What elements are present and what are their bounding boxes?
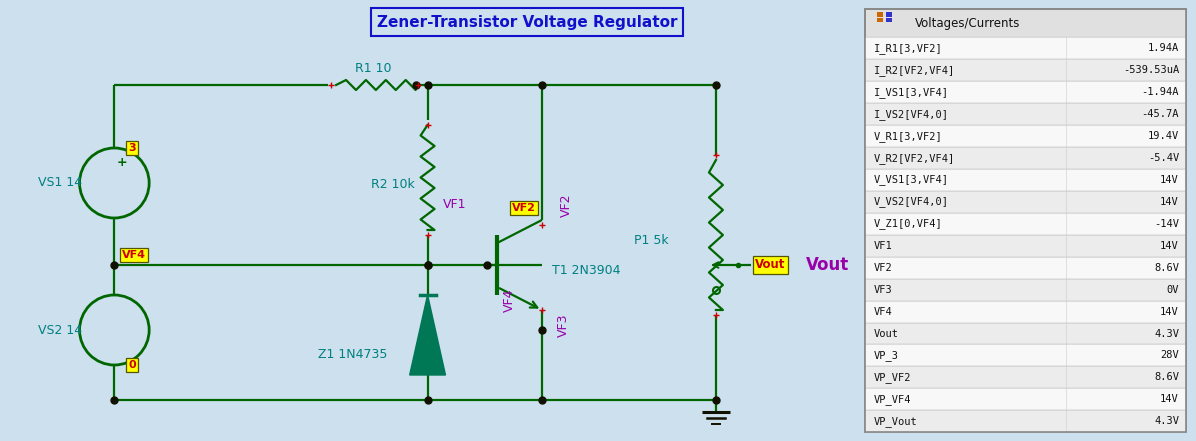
Bar [866,125,1185,147]
Text: VF2: VF2 [560,193,573,217]
Bar [866,81,1185,103]
Bar [866,60,1185,81]
Text: T1 2N3904: T1 2N3904 [551,264,621,277]
Text: 14V: 14V [1160,175,1179,185]
Text: 8.6V: 8.6V [1154,263,1179,273]
Text: VP_Vout: VP_Vout [874,416,917,427]
Text: V_Z1[0,VF4]: V_Z1[0,VF4] [874,218,942,229]
Text: VS1 14: VS1 14 [37,176,81,190]
Text: 3: 3 [128,143,136,153]
Text: 14V: 14V [1160,394,1179,404]
Text: R1 10: R1 10 [355,61,391,75]
Text: VF4: VF4 [502,288,515,312]
Polygon shape [410,295,445,375]
Bar [878,12,884,17]
Text: -1.94A: -1.94A [1141,87,1179,97]
Text: 8.6V: 8.6V [1154,372,1179,382]
Bar [866,366,1185,389]
Text: 14V: 14V [1160,241,1179,251]
Bar [886,12,892,17]
Text: I_VS2[VF4,0]: I_VS2[VF4,0] [874,109,948,120]
Text: Vout: Vout [805,256,849,274]
Text: 0: 0 [128,360,136,370]
Text: 4.3V: 4.3V [1154,416,1179,426]
Text: -539.53uA: -539.53uA [1123,65,1179,75]
Bar [866,235,1185,257]
Bar [866,213,1185,235]
Bar [866,389,1185,410]
Text: -14V: -14V [1154,219,1179,229]
Text: V_R2[VF2,VF4]: V_R2[VF2,VF4] [874,153,956,164]
Bar [866,344,1185,366]
Text: -5.4V: -5.4V [1148,153,1179,163]
Text: 0V: 0V [1166,284,1179,295]
Bar [866,147,1185,169]
Text: R2 10k: R2 10k [371,179,415,191]
Text: Z1 1N4735: Z1 1N4735 [318,348,388,362]
Text: VP_VF2: VP_VF2 [874,372,911,383]
Bar [866,301,1185,322]
Bar [866,257,1185,279]
Text: VP_VF4: VP_VF4 [874,394,911,405]
Bar [866,279,1185,301]
Bar [866,9,1185,37]
Text: I_R1[3,VF2]: I_R1[3,VF2] [874,43,942,54]
Text: P1 5k: P1 5k [634,233,669,247]
Bar [866,103,1185,125]
Text: I_R2[VF2,VF4]: I_R2[VF2,VF4] [874,65,956,76]
Bar [866,410,1185,432]
Text: 1.94A: 1.94A [1148,44,1179,53]
Bar [866,169,1185,191]
Text: Zener-Transistor Voltage Regulator: Zener-Transistor Voltage Regulator [377,15,677,30]
Text: V_VS2[VF4,0]: V_VS2[VF4,0] [874,197,948,207]
Text: VF1: VF1 [874,241,892,251]
Bar [866,191,1185,213]
Text: VF3: VF3 [557,313,570,337]
Text: 4.3V: 4.3V [1154,329,1179,339]
Text: V_VS1[3,VF4]: V_VS1[3,VF4] [874,175,948,186]
Text: Vout: Vout [756,258,786,272]
Text: VF3: VF3 [874,284,892,295]
Text: I_VS1[3,VF4]: I_VS1[3,VF4] [874,87,948,98]
Text: Vout: Vout [874,329,899,339]
Bar [878,18,884,22]
Text: VF4: VF4 [122,250,146,260]
Text: VF4: VF4 [874,306,892,317]
Text: +: + [117,157,128,169]
Text: VF1: VF1 [443,198,466,212]
Text: VP_3: VP_3 [874,350,899,361]
Bar [866,37,1185,60]
Text: VF2: VF2 [874,263,892,273]
Text: 14V: 14V [1160,197,1179,207]
Text: 14V: 14V [1160,306,1179,317]
Text: 28V: 28V [1160,351,1179,360]
Text: -45.7A: -45.7A [1141,109,1179,119]
Text: 19.4V: 19.4V [1148,131,1179,141]
Bar [886,18,892,22]
Text: VF2: VF2 [512,203,536,213]
Text: VS2 14: VS2 14 [37,324,81,336]
Text: V_R1[3,VF2]: V_R1[3,VF2] [874,131,942,142]
Bar [866,322,1185,344]
Text: Voltages/Currents: Voltages/Currents [915,17,1020,30]
